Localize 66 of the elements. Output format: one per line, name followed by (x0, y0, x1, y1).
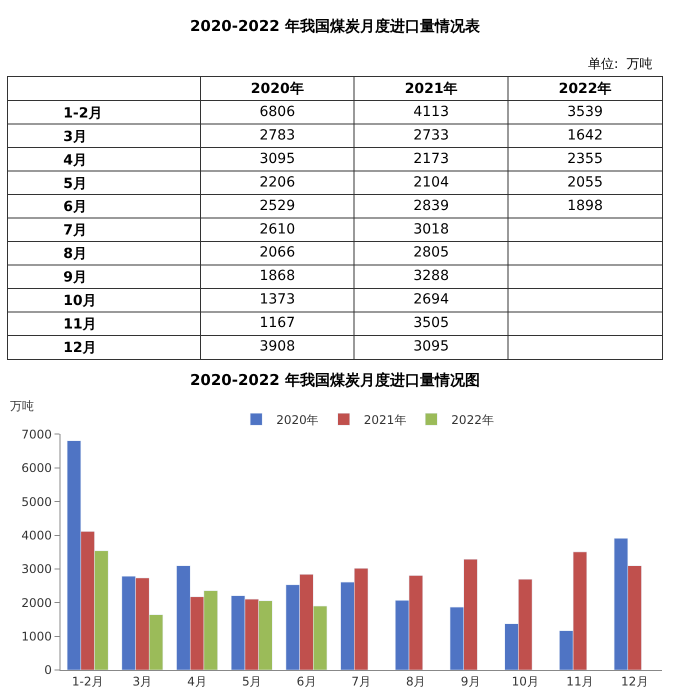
x-tick-label: 11月 (566, 674, 594, 688)
x-tick-label: 7月 (351, 674, 371, 688)
y-tick-label: 7000 (21, 427, 52, 442)
data-label: 1167 (259, 315, 296, 332)
y-tick-label: 6月 (63, 199, 87, 216)
x-tick-label: 2022年 (558, 81, 612, 98)
x-tick-label: 9月 (460, 674, 480, 688)
y-tick-label: 9月 (63, 270, 87, 286)
data-label: 2610 (259, 221, 296, 238)
data-label: 1898 (567, 198, 603, 214)
y-tick-label: 4月 (63, 152, 87, 168)
y-tick-label: 0 (44, 663, 52, 678)
data-label: 2355 (567, 150, 603, 167)
data-label: 1373 (259, 292, 296, 308)
data-label: 3018 (413, 221, 449, 238)
y-tick-label: 7月 (63, 222, 87, 239)
y-tick-label: 5000 (21, 494, 52, 509)
y-tick-label: 10月 (63, 293, 97, 310)
y-tick-label: 11月 (63, 316, 97, 333)
data-label: 2206 (259, 174, 296, 190)
y-tick-label: 1000 (21, 630, 52, 644)
x-tick-label: 2020年 (250, 81, 304, 98)
data-label: 2694 (413, 292, 450, 308)
x-tick-label: 2021年 (404, 81, 458, 98)
y-tick-label: 2000 (21, 596, 52, 610)
data-label: 3095 (413, 338, 449, 355)
legend-label: 2022年 (451, 412, 494, 427)
data-label: 2783 (259, 127, 296, 144)
x-tick-label: 5月 (242, 674, 262, 688)
data-label: 2055 (567, 174, 603, 190)
y-tick-label: 5月 (63, 176, 87, 192)
x-tick-label: 6月 (296, 674, 316, 688)
y-axis-title: 万吨 (10, 399, 34, 413)
x-tick-label: 4月 (187, 674, 207, 688)
data-label: 3505 (413, 315, 449, 332)
y-tick-label: 4000 (21, 528, 52, 542)
y-tick-label: 3000 (21, 562, 52, 576)
data-label: 2839 (413, 198, 449, 214)
data-label: 2733 (413, 127, 449, 144)
x-tick-label: 8月 (406, 674, 426, 688)
data-label: 2066 (259, 244, 296, 261)
data-label: 3539 (567, 104, 603, 120)
x-tick-label: 3月 (132, 674, 152, 688)
text: 单位: 万吨 (588, 57, 653, 72)
data-label: 2529 (259, 198, 296, 214)
data-label: 6806 (259, 104, 296, 120)
y-tick-label: 3月 (63, 128, 87, 145)
legend-label: 2020年 (276, 412, 319, 427)
x-tick-label: 12月 (621, 674, 648, 688)
y-tick-label: 6000 (21, 461, 52, 476)
data-label: 1642 (567, 127, 603, 144)
data-label: 3908 (259, 338, 296, 355)
data-label: 3095 (259, 150, 296, 167)
data-label: 2173 (413, 150, 449, 167)
data-label: 4113 (413, 104, 449, 120)
data-label: 1868 (259, 268, 296, 284)
y-tick-label: 8月 (63, 246, 87, 262)
data-label: 2805 (413, 244, 449, 261)
chart-title: 2020-2022 年我国煤炭月度进口量情况图 (190, 371, 480, 389)
y-tick-label: 1-2月 (63, 105, 102, 122)
chart-title: 2020-2022 年我国煤炭月度进口量情况表 (190, 17, 481, 35)
data-label: 2104 (413, 174, 450, 190)
data-label: 3288 (413, 268, 449, 284)
legend-label: 2021年 (364, 412, 406, 427)
x-tick-label: 10月 (512, 674, 539, 688)
y-tick-label: 12月 (63, 340, 97, 356)
